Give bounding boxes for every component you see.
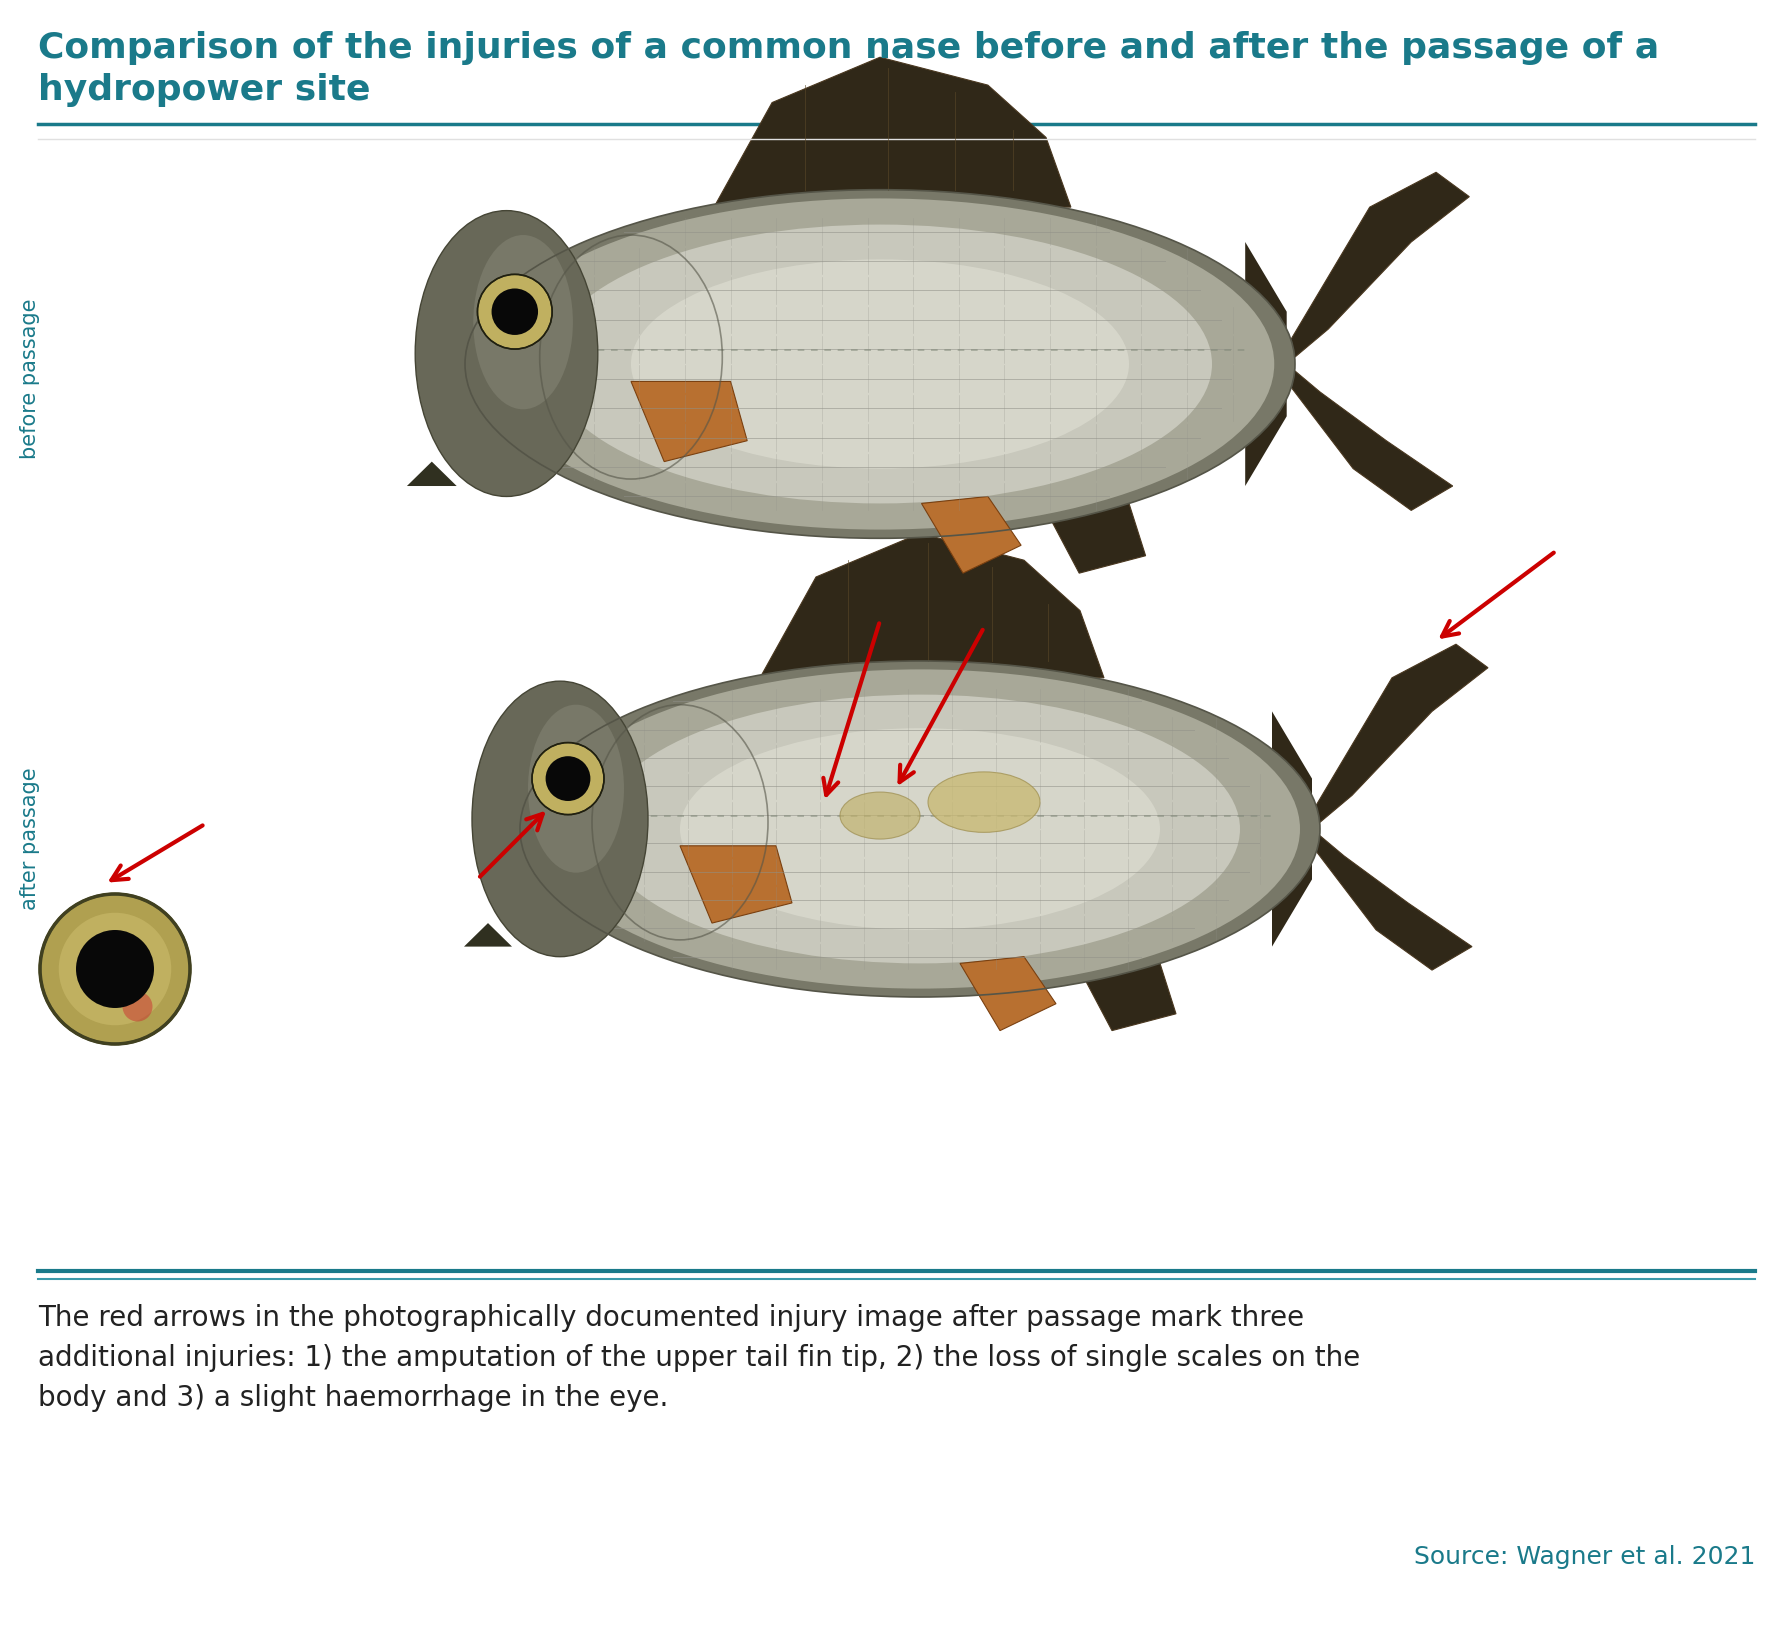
Circle shape	[531, 743, 603, 814]
Polygon shape	[1045, 503, 1145, 573]
Polygon shape	[463, 924, 512, 946]
Ellipse shape	[547, 225, 1211, 503]
Ellipse shape	[485, 199, 1274, 529]
Text: after passage: after passage	[20, 767, 39, 911]
Circle shape	[75, 930, 154, 1008]
Ellipse shape	[540, 670, 1299, 989]
Polygon shape	[1272, 712, 1311, 946]
Ellipse shape	[839, 792, 920, 839]
Polygon shape	[1311, 829, 1471, 971]
Text: The red arrows in the photographically documented injury image after passage mar: The red arrows in the photographically d…	[38, 1303, 1304, 1333]
Ellipse shape	[472, 235, 572, 409]
Ellipse shape	[521, 661, 1318, 997]
Polygon shape	[1079, 963, 1175, 1031]
Ellipse shape	[472, 681, 648, 956]
Polygon shape	[1245, 243, 1286, 485]
Polygon shape	[921, 497, 1020, 573]
Polygon shape	[1311, 643, 1487, 829]
Text: body and 3) a slight haemorrhage in the eye.: body and 3) a slight haemorrhage in the …	[38, 1385, 667, 1412]
Ellipse shape	[680, 728, 1159, 930]
Ellipse shape	[528, 705, 624, 873]
Circle shape	[39, 894, 190, 1044]
Ellipse shape	[599, 694, 1240, 963]
Circle shape	[492, 288, 538, 336]
Polygon shape	[406, 461, 456, 485]
Ellipse shape	[415, 210, 598, 497]
Polygon shape	[959, 956, 1056, 1031]
Polygon shape	[1286, 173, 1469, 363]
Text: Source: Wagner et al. 2021: Source: Wagner et al. 2021	[1413, 1544, 1753, 1569]
Ellipse shape	[927, 772, 1039, 832]
Circle shape	[546, 756, 590, 801]
Circle shape	[59, 912, 172, 1025]
Text: additional injuries: 1) the amputation of the upper tail fin tip, 2) the loss of: additional injuries: 1) the amputation o…	[38, 1344, 1360, 1372]
Text: before passage: before passage	[20, 298, 39, 459]
Polygon shape	[1286, 363, 1453, 510]
Text: hydropower site: hydropower site	[38, 73, 370, 108]
Ellipse shape	[632, 259, 1129, 469]
Polygon shape	[760, 533, 1104, 678]
Ellipse shape	[465, 189, 1293, 538]
Circle shape	[478, 274, 551, 349]
Text: Comparison of the injuries of a common nase before and after the passage of a: Comparison of the injuries of a common n…	[38, 31, 1658, 65]
Polygon shape	[714, 57, 1070, 207]
Polygon shape	[632, 381, 746, 461]
Circle shape	[122, 992, 152, 1021]
Polygon shape	[680, 845, 791, 924]
